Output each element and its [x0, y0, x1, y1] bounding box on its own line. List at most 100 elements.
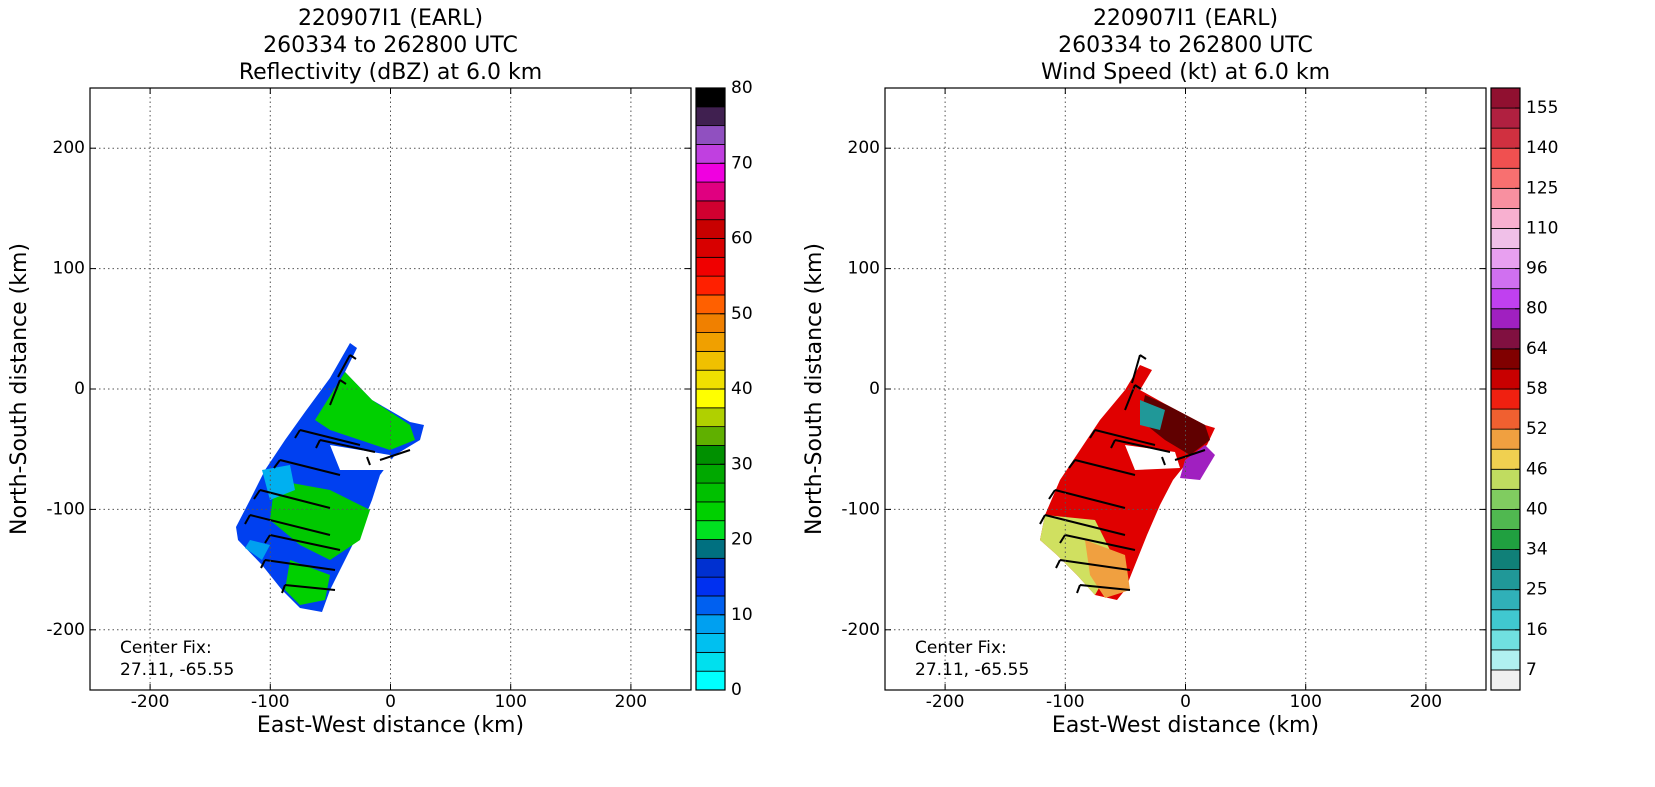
- colorbar-tick-label: 46: [1526, 459, 1548, 479]
- colorbar-band: [695, 238, 726, 258]
- wind-barbs: [244, 354, 1206, 594]
- colorbar-band: [1490, 508, 1521, 530]
- colorbar-tick-label: 25: [1526, 580, 1548, 600]
- chart-title: 220907I1 (EARL): [298, 6, 483, 31]
- colorbar-band: [1490, 529, 1521, 550]
- colorbar-band: [695, 350, 726, 371]
- colorbar-band: [695, 539, 726, 559]
- colorbar-band: [695, 332, 726, 352]
- colorbar-band: [695, 426, 726, 446]
- y-tick-label: 100: [53, 259, 85, 279]
- colorbar-tick-label: 34: [1526, 540, 1548, 560]
- y-tick-label: -200: [46, 620, 85, 640]
- colorbar-band: [1490, 368, 1521, 390]
- colorbar-band: [695, 219, 726, 239]
- y-tick-label: 200: [848, 138, 880, 158]
- colorbar-band: [695, 106, 726, 127]
- colorbar-band: [695, 388, 726, 409]
- colorbar-band: [1490, 468, 1521, 490]
- annotation: 27.11, -65.55: [120, 660, 234, 680]
- x-tick-label: 200: [1410, 692, 1442, 712]
- chart-title: Wind Speed (kt) at 6.0 km: [1041, 60, 1330, 85]
- x-tick-label: 100: [494, 692, 526, 712]
- x-tick-label: 200: [615, 692, 647, 712]
- colorbar-tick-label: 96: [1526, 259, 1548, 279]
- colorbar-band: [695, 445, 726, 465]
- colorbar-band: [1490, 207, 1521, 229]
- annotation: Center Fix:: [915, 638, 1007, 658]
- colorbar-band: [1490, 248, 1521, 270]
- colorbar-tick-label: 0: [731, 680, 742, 700]
- colorbar-tick-label: 70: [731, 153, 753, 173]
- colorbar-tick-label: 140: [1526, 138, 1558, 158]
- colorbar-band: [1490, 268, 1521, 290]
- colorbar-band: [1490, 388, 1521, 410]
- colorbar-tick-label: 10: [731, 605, 753, 625]
- y-axis-label: North-South distance (km): [7, 243, 32, 535]
- y-tick-label: 0: [869, 379, 880, 399]
- colorbar-band: [695, 407, 726, 428]
- chart-title: 260334 to 262800 UTC: [1058, 33, 1313, 58]
- colorbar-band: [1490, 549, 1521, 570]
- colorbar-band: [1490, 649, 1521, 671]
- x-tick-label: -200: [926, 692, 965, 712]
- colorbar-band: [695, 463, 726, 484]
- field-layer: [236, 343, 1215, 612]
- chart-title: 260334 to 262800 UTC: [263, 33, 518, 58]
- y-tick-label: -100: [46, 499, 85, 519]
- annotation: Center Fix:: [120, 638, 212, 658]
- colorbar-band: [695, 144, 726, 164]
- colorbar-band: [695, 256, 726, 277]
- colorbar-band: [695, 670, 726, 691]
- colorbar-band: [1490, 488, 1521, 510]
- colorbar-band: [695, 162, 726, 183]
- x-tick-label: 0: [1180, 692, 1191, 712]
- colorbar-tick-label: 40: [1526, 499, 1548, 519]
- colorbar-tick-label: 80: [731, 78, 753, 98]
- colorbar-band: [1490, 428, 1521, 450]
- x-axis-label: East-West distance (km): [1052, 713, 1319, 738]
- colorbar-band: [1490, 348, 1521, 370]
- colorbar-band: [1490, 408, 1521, 430]
- x-tick-label: -200: [131, 692, 170, 712]
- x-tick-label: -100: [1046, 692, 1085, 712]
- colorbar-tick-label: 50: [731, 304, 753, 324]
- colorbar-band: [695, 87, 726, 108]
- colorbar-band: [695, 557, 726, 578]
- colorbar-band: [695, 501, 726, 522]
- x-tick-label: 100: [1289, 692, 1321, 712]
- colorbar-band: [1490, 308, 1521, 330]
- colorbar-tick-label: 16: [1526, 620, 1548, 640]
- y-axis-label: North-South distance (km): [802, 243, 827, 535]
- colorbar-band: [1490, 127, 1521, 149]
- colorbar-tick-label: 60: [731, 229, 753, 249]
- reflectivity-field: [236, 343, 424, 612]
- chart-title: 220907I1 (EARL): [1093, 6, 1278, 31]
- y-tick-label: 100: [848, 259, 880, 279]
- colorbar-tick-label: 110: [1526, 218, 1558, 238]
- plot-frame: [89, 87, 692, 691]
- y-tick-label: -100: [841, 499, 880, 519]
- colorbar-band: [1490, 609, 1521, 631]
- colorbar-band: [1490, 87, 1521, 109]
- y-tick-label: 0: [74, 379, 85, 399]
- colorbar-band: [695, 200, 726, 221]
- colorbar-tick-label: 125: [1526, 178, 1558, 198]
- colorbar-tick-label: 155: [1526, 98, 1558, 118]
- colorbar-band: [1490, 147, 1521, 169]
- colorbar-tick-label: 64: [1526, 339, 1548, 359]
- colorbar-band: [1490, 328, 1521, 350]
- x-tick-label: 0: [385, 692, 396, 712]
- colorbar-band: [695, 294, 726, 315]
- colorbar-band: [1490, 167, 1521, 189]
- colorbar-band: [695, 614, 726, 634]
- y-tick-label: -200: [841, 620, 880, 640]
- colorbar-tick-label: 30: [731, 454, 753, 474]
- colorbar-band: [1490, 187, 1521, 209]
- annotation: 27.11, -65.55: [915, 660, 1029, 680]
- colorbar-band: [695, 651, 726, 672]
- colorbar-band: [1490, 288, 1521, 310]
- colorbar-band: [1490, 569, 1521, 591]
- colorbar-band: [695, 181, 726, 202]
